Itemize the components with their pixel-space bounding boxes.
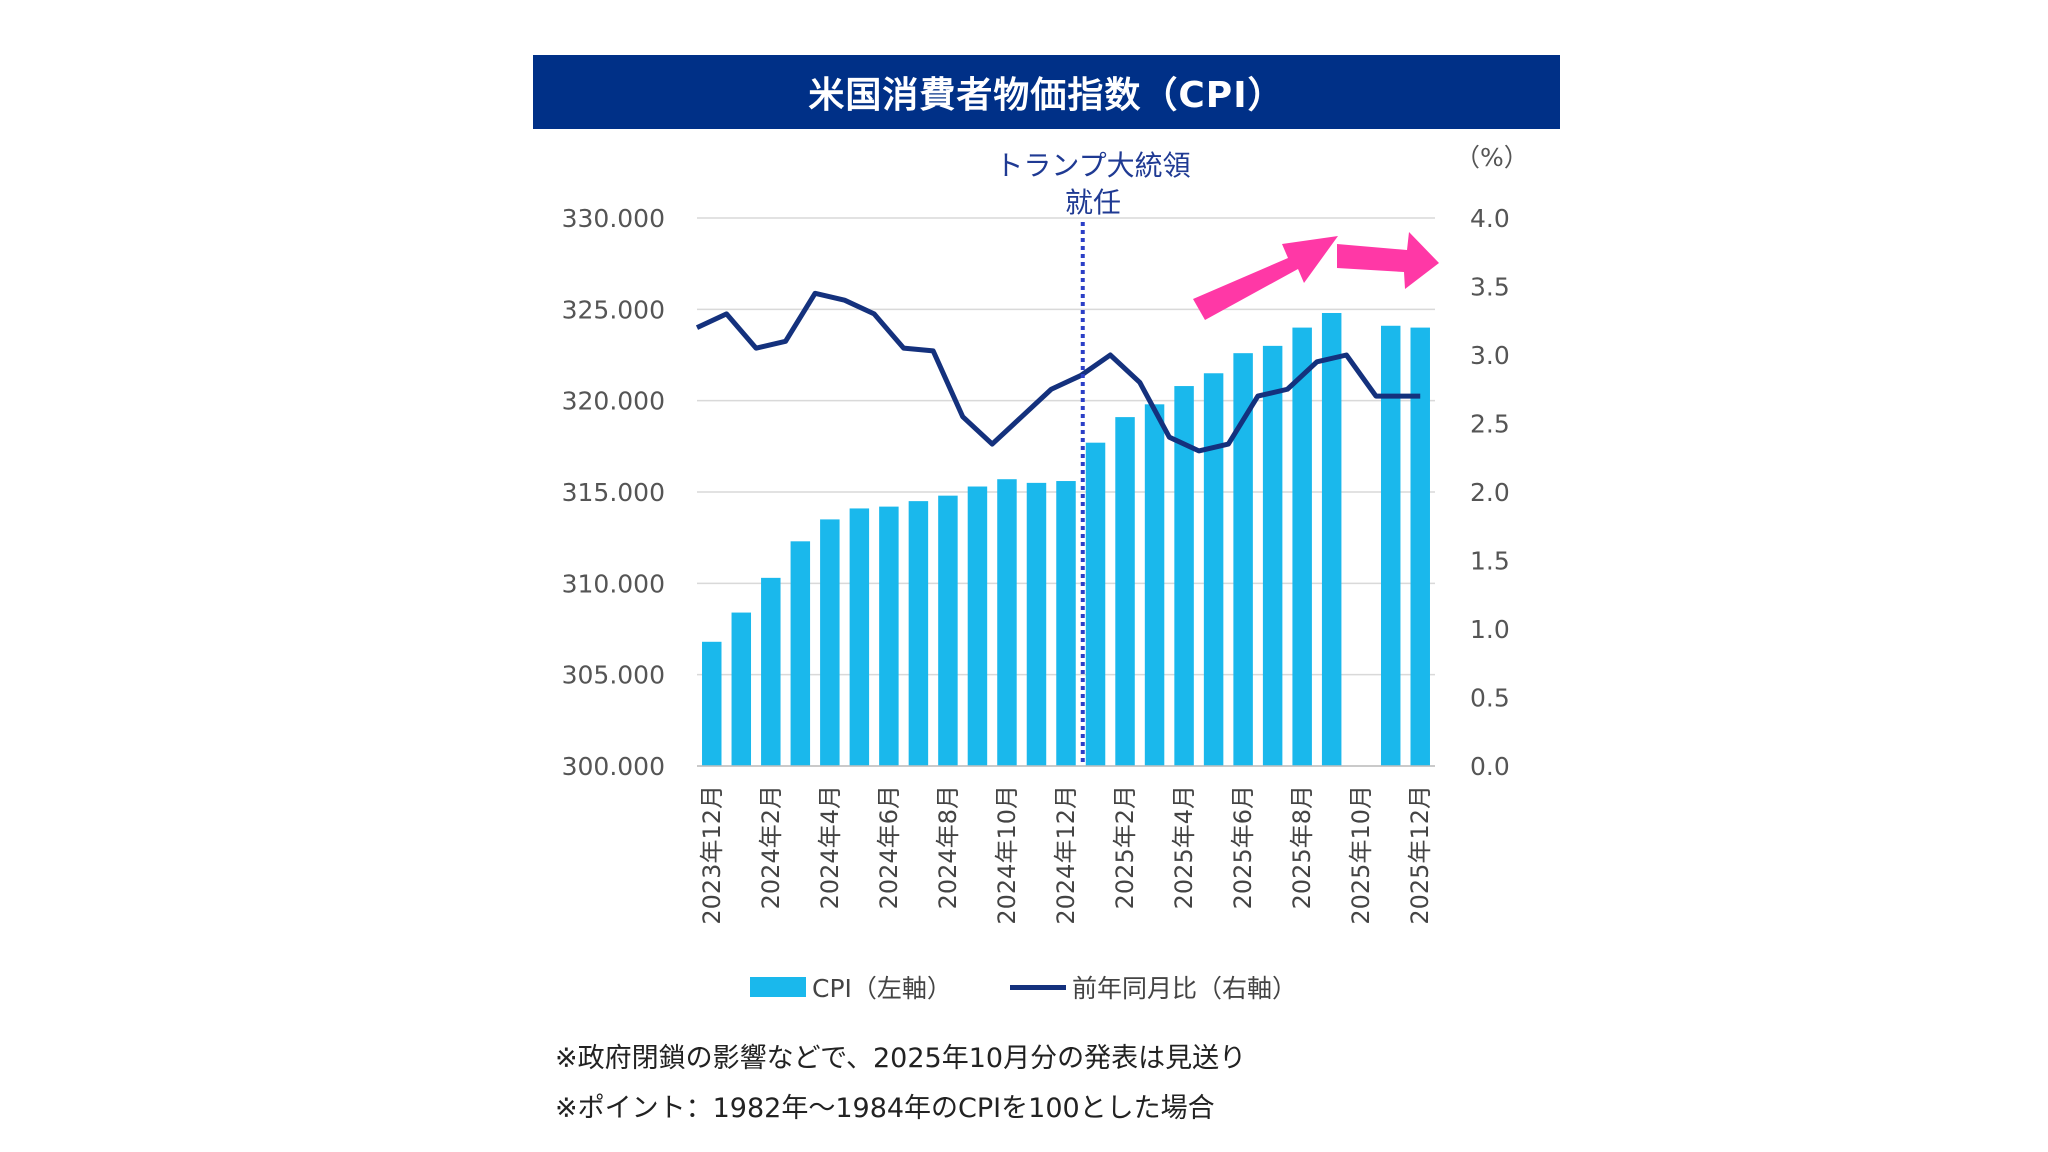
- x-tick-label: 2025年8月: [1288, 785, 1316, 909]
- cpi-bar: [849, 508, 870, 766]
- chart-title-bar: 米国消費者物価指数（CPI）: [533, 55, 1560, 129]
- note-base: ※ポイント：1982年〜1984年のCPIを100とした場合: [555, 1093, 1215, 1124]
- legend-label-cpi: CPI（左軸）: [812, 974, 952, 1003]
- legend-label-yoy: 前年同月比（右軸）: [1072, 974, 1298, 1003]
- right-tick-label: 1.0: [1470, 615, 1510, 644]
- cpi-bar: [1410, 327, 1430, 766]
- cpi-bar: [1292, 327, 1312, 766]
- x-tick-label: 2024年8月: [934, 785, 962, 909]
- note-shutdown: ※政府閉鎖の影響などで、2025年10月分の発表は見送り: [555, 1043, 1247, 1074]
- right-tick-label: 4.0: [1470, 204, 1510, 233]
- cpi-bar: [1085, 442, 1106, 766]
- rising-arrow: [1193, 236, 1338, 320]
- cpi-bar: [1203, 373, 1224, 766]
- cpi-bar: [1233, 353, 1253, 766]
- cpi-bar: [1026, 482, 1047, 766]
- cpi-bar: [967, 486, 988, 766]
- x-tick-label: 2025年2月: [1111, 785, 1139, 909]
- cpi-bar: [1380, 325, 1401, 766]
- cpi-bar: [1321, 312, 1342, 766]
- cpi-bar: [879, 506, 899, 766]
- left-tick-label: 330.000: [562, 204, 665, 233]
- yoy-line: [695, 290, 1421, 454]
- left-tick-label: 320.000: [562, 387, 665, 416]
- cpi-bar: [702, 641, 722, 766]
- right-tick-label: 2.5: [1470, 410, 1510, 439]
- legend-bar-swatch: [750, 977, 806, 997]
- cpi-bar: [731, 612, 752, 766]
- x-tick-label: 2023年12月: [698, 785, 726, 925]
- x-tick-label: 2025年12月: [1406, 785, 1434, 925]
- annotation-line-1: トランプ大統領: [995, 149, 1190, 182]
- legend-item-yoy: 前年同月比（右軸）: [1010, 969, 1297, 1005]
- cpi-bar: [1144, 404, 1165, 766]
- cpi-bar: [1262, 345, 1283, 766]
- trend-arrows: [1193, 232, 1439, 320]
- chart-title: 米国消費者物価指数（CPI）: [808, 75, 1285, 116]
- cpi-bar: [997, 479, 1017, 766]
- x-tick-label: 2024年2月: [757, 785, 785, 909]
- cpi-bar: [938, 495, 958, 766]
- cpi-bar: [1115, 417, 1135, 766]
- x-tick-label: 2024年12月: [1052, 785, 1080, 925]
- x-tick-label: 2024年10月: [993, 785, 1021, 925]
- x-tick-label: 2025年10月: [1347, 785, 1375, 925]
- x-tick-label: 2025年6月: [1229, 785, 1257, 909]
- right-tick-label: 0.0: [1470, 752, 1510, 781]
- x-tick-label: 2024年6月: [875, 785, 903, 909]
- right-axis-unit: （%）: [1455, 143, 1529, 172]
- left-tick-label: 305.000: [562, 661, 665, 690]
- left-tick-label: 300.000: [562, 752, 665, 781]
- x-tick-label: 2024年4月: [816, 785, 844, 909]
- left-tick-label: 325.000: [562, 295, 665, 324]
- annotation-line-2: 就任: [1065, 186, 1121, 219]
- cpi-bar: [1056, 481, 1076, 766]
- right-tick-label: 3.5: [1470, 273, 1510, 302]
- cpi-bar: [790, 541, 811, 766]
- cpi-bar: [761, 577, 781, 766]
- cpi-bar: [908, 501, 929, 766]
- right-tick-label: 0.5: [1470, 684, 1510, 713]
- cpi-bar: [1174, 386, 1194, 766]
- cpi-bar: [820, 519, 840, 766]
- axes: 300.000 305.000 310.000 315.000 320.000 325.0…: [562, 143, 1529, 925]
- flat-arrow: [1337, 232, 1439, 289]
- legend-item-cpi: CPI（左軸）: [750, 969, 952, 1005]
- right-tick-label: 1.5: [1470, 547, 1510, 576]
- legend-line-swatch: [1010, 984, 1066, 990]
- cpi-bars: [702, 312, 1430, 766]
- right-tick-label: 3.0: [1470, 341, 1510, 370]
- left-tick-label: 310.000: [562, 569, 665, 598]
- left-tick-label: 315.000: [562, 478, 665, 507]
- x-tick-label: 2025年4月: [1170, 785, 1198, 909]
- right-tick-label: 2.0: [1470, 478, 1510, 507]
